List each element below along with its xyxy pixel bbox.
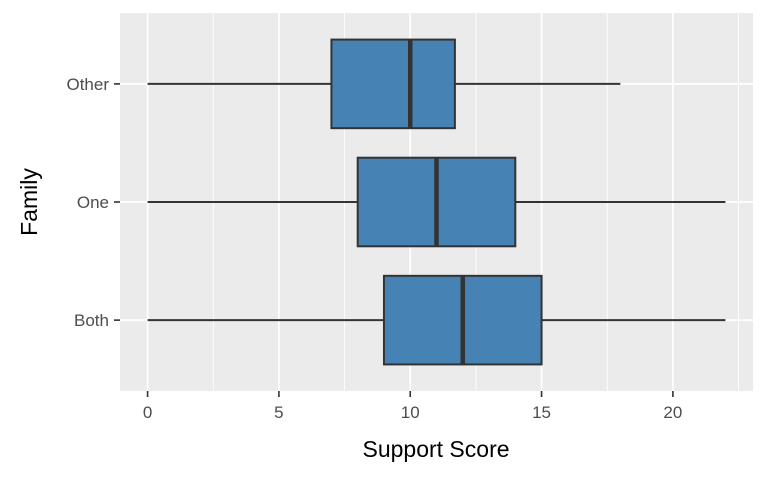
- y-tick-label-other: Other: [66, 75, 109, 94]
- y-tick-label-one: One: [77, 193, 109, 212]
- x-axis-title: Support Score: [362, 436, 509, 462]
- box-layer: [147, 38, 726, 366]
- axis-layer: 0 5 10 15 20 Other One Both: [66, 75, 682, 422]
- x-tick-label: 0: [143, 403, 152, 422]
- x-tick-label: 10: [401, 403, 420, 422]
- box-other: [330, 38, 456, 130]
- x-tick-label: 5: [274, 403, 283, 422]
- x-tick-label: 20: [663, 403, 682, 422]
- x-tick-label: 15: [532, 403, 551, 422]
- y-tick-label-both: Both: [74, 311, 109, 330]
- y-axis-title: Family: [16, 168, 42, 236]
